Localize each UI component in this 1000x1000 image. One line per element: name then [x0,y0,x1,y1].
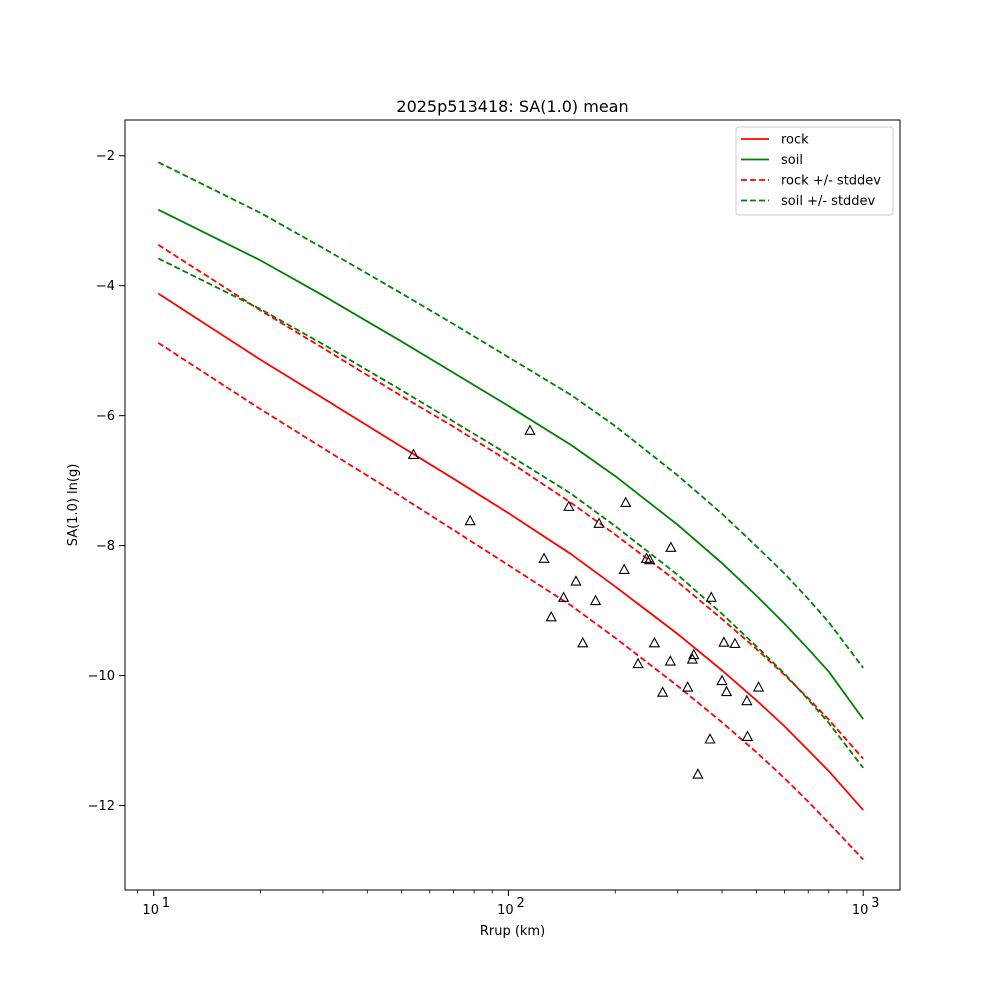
observation-point [705,591,717,602]
observation-point [570,575,582,586]
observation-point [720,685,733,697]
series-layer [157,161,864,861]
y-tick-label: −2 [96,149,115,164]
observation-point [729,637,741,649]
y-tick-label: −6 [96,409,115,424]
series-line-4 [157,161,864,669]
axes: 10 1 10 2 10 3−2−4−6−8−10−12 [88,149,880,918]
chart-title: 2025p513418: SA(1.0) mean [396,97,628,116]
observation-point [681,681,694,692]
observation-point [618,563,630,574]
x-tick-label: 10 [142,903,159,918]
observation-point [464,514,476,526]
observation-point [407,448,420,459]
x-axis-label: Rrup (km) [480,924,545,939]
observation-point [704,733,716,744]
observation-point [656,686,669,697]
x-tick-label-exponent: 3 [871,896,879,911]
observation-point [665,541,677,552]
observation-point [563,500,575,511]
observation-point [640,552,653,563]
y-tick-label: −8 [96,539,115,554]
observation-point [589,594,602,606]
x-tick-label-exponent: 1 [162,896,170,911]
y-tick-label: −10 [88,669,115,684]
observation-point [718,636,730,647]
legend: rock soil rock +/- stddev soil +/- stddev [735,126,894,216]
legend-label: soil [781,153,803,168]
x-tick-label-exponent: 2 [516,896,524,911]
observation-point [632,657,644,669]
observation-point [593,517,605,528]
observation-point [692,768,704,779]
plot-frame [124,119,901,891]
observation-point [688,648,700,660]
legend-label: soil +/- stddev [781,194,876,209]
observation-point [577,636,589,648]
y-axis-label: SA(1.0) ln(g) [66,464,81,547]
series-line-1 [157,208,864,720]
y-tick-label: −4 [96,279,115,294]
legend-box [735,126,894,216]
observation-point [619,496,632,508]
y-tick-label: −12 [88,799,115,814]
observation-point [557,591,570,602]
x-tick-label: 10 [852,903,869,918]
observation-point [524,424,536,435]
series-line-3 [157,342,864,861]
observation-point [643,553,656,565]
observation-point [538,552,550,563]
observation-point [741,730,754,741]
legend-label: rock [781,133,809,148]
observation-point [741,694,753,706]
observation-point [664,655,677,666]
observation-point [752,681,765,692]
observation-point [716,674,728,686]
observation-markers [407,424,765,779]
series-line-0 [157,292,864,811]
legend-label: rock +/- stddev [781,174,881,189]
observation-point [648,636,661,648]
observation-point [545,610,557,622]
x-tick-label: 10 [497,903,514,918]
series-line-5 [157,257,864,769]
